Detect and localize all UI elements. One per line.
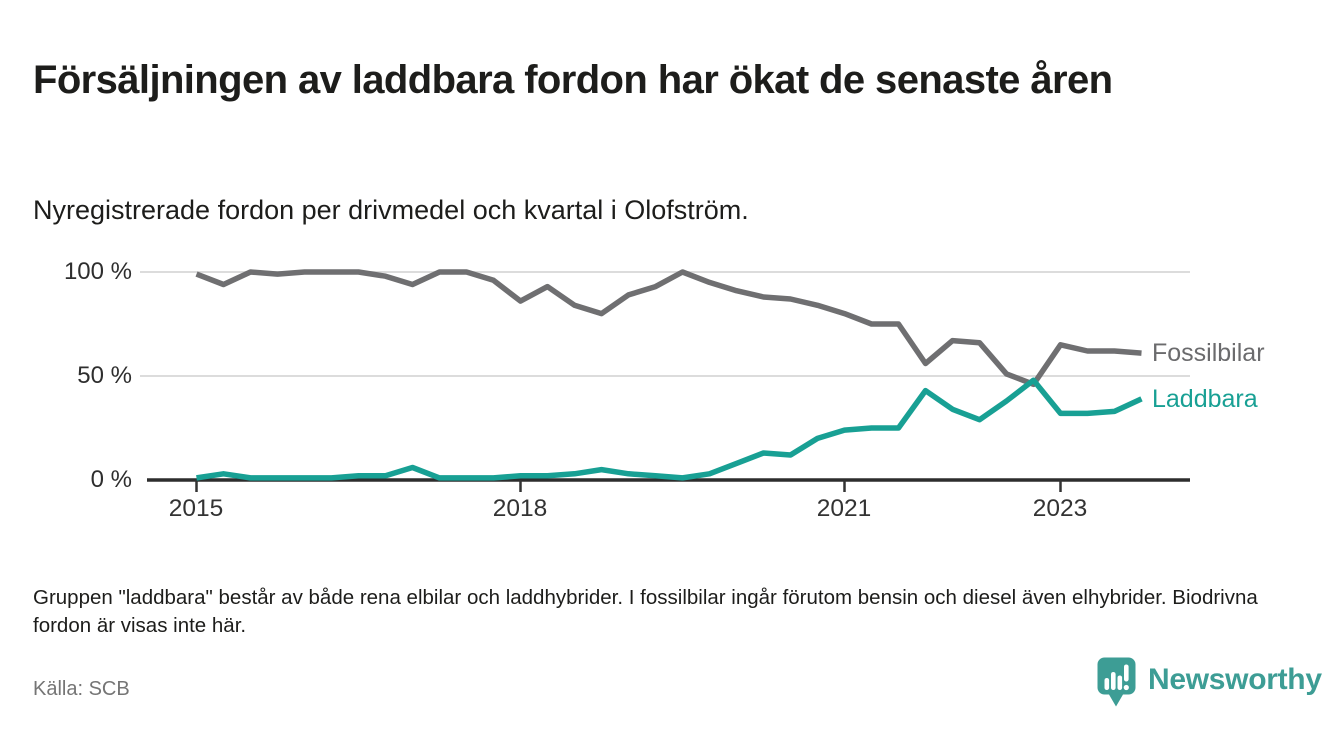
pin-shape [1097, 657, 1136, 707]
exclamation-stem [1124, 664, 1129, 682]
line-chart: 100 % 50 % 0 % 2015 2018 2021 2023 Fossi… [0, 240, 1340, 540]
bar-1 [1104, 678, 1110, 690]
newsworthy-brand: Newsworthy [1096, 656, 1322, 716]
laddbara-line [196, 377, 1143, 481]
chart-canvas [140, 269, 1190, 492]
y-axis-label-50: 50 % [77, 362, 132, 389]
source-credit: Källa: SCB [33, 678, 130, 700]
bar-2 [1111, 672, 1116, 690]
footnote: Gruppen "laddbara" består av både rena e… [33, 585, 1258, 637]
x-axis-label-2023: 2023 [1032, 495, 1088, 522]
exclamation-dot [1123, 684, 1129, 691]
x-axis-label-2018: 2018 [492, 495, 548, 522]
legend-label-fossilbilar: Fossilbilar [1152, 339, 1265, 367]
newsworthy-pin-icon [1097, 657, 1136, 707]
bar-3 [1117, 675, 1123, 690]
x-axis-label-2015: 2015 [168, 495, 224, 522]
y-axis-label-100: 100 % [63, 258, 132, 285]
chart-subtitle: Nyregistrerade fordon per drivmedel och … [33, 195, 749, 225]
page-title: Försäljningen av laddbara fordon har öka… [33, 57, 1113, 102]
brand-name: Newsworthy [1148, 663, 1322, 696]
legend-label-laddbara: Laddbara [1152, 385, 1258, 413]
x-axis-label-2021: 2021 [816, 495, 872, 522]
fossilbilar-line [195, 269, 1142, 388]
y-axis-label-0: 0 % [90, 466, 132, 493]
